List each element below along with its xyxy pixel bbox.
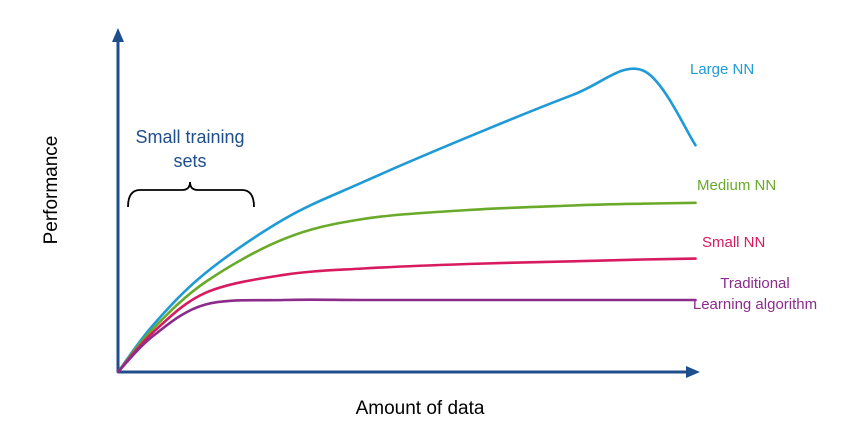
annotation-line: sets	[173, 151, 206, 171]
series-label-large-nn: Large NN	[690, 61, 754, 78]
x-axis-title: Amount of data	[356, 398, 485, 419]
annotation-line: Small training	[135, 127, 244, 147]
y-axis-arrow	[112, 28, 124, 42]
y-axis-title: Performance	[41, 136, 62, 245]
series-label-line: Medium NN	[697, 177, 776, 194]
series-line-traditional-learning-algorithm	[116, 298, 697, 374]
series-label-line: Small NN	[702, 234, 765, 251]
series-label-medium-nn: Medium NN	[697, 177, 776, 194]
series-line-medium-nn	[116, 201, 697, 374]
labels-layer: Large NN Medium NN Small NN Traditional Lear…	[690, 61, 817, 313]
axes	[112, 28, 700, 378]
series-layer	[116, 67, 697, 374]
series-label-small-nn: Small NN	[702, 234, 765, 251]
series-line-large-nn	[116, 67, 697, 374]
series-label-line: Large NN	[690, 61, 754, 78]
series-label-line: Traditional	[720, 275, 789, 292]
annotation-brace	[127, 181, 255, 208]
annotation-small-training-sets: Small training sets	[135, 127, 244, 171]
series-label-line: Learning algorithm	[693, 296, 817, 313]
series-line-small-nn	[116, 257, 697, 374]
series-label-traditional-learning-algorithm: Traditional Learning algorithm	[693, 275, 817, 313]
annotation-layer: Small training sets	[127, 127, 255, 208]
x-axis-arrow	[686, 366, 700, 378]
